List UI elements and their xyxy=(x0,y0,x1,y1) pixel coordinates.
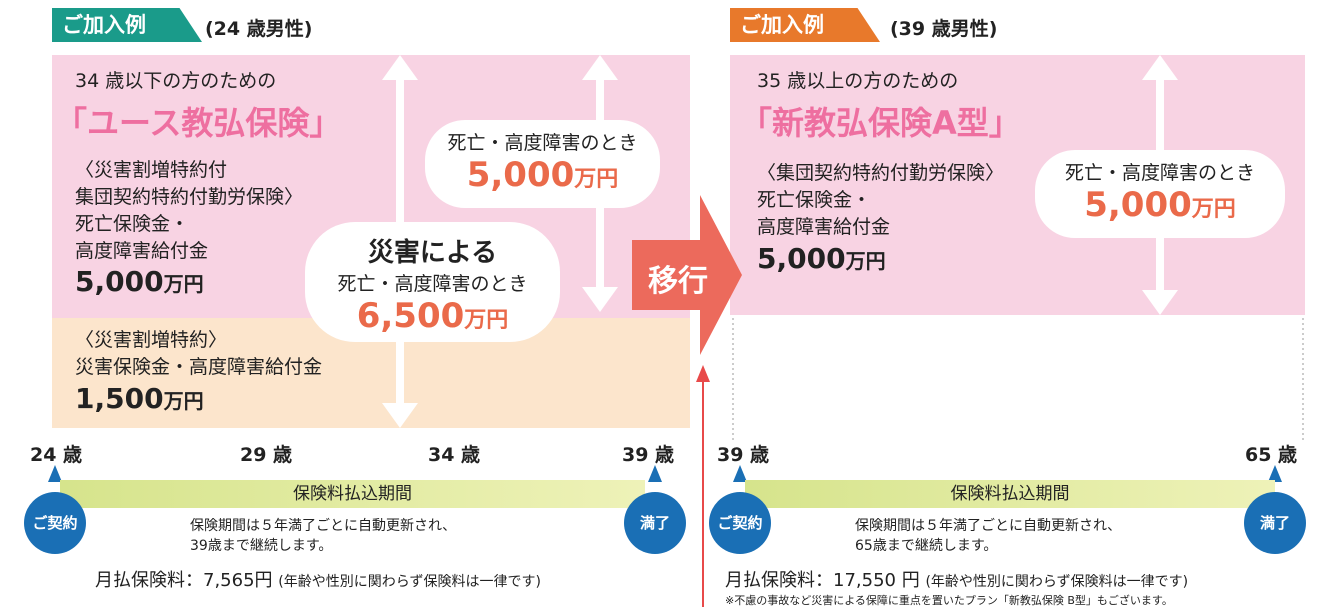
rider: 〈集団契約特約付勤労保険〉 xyxy=(757,162,1005,184)
age: 39 歳 xyxy=(717,444,770,466)
end-marker: 満了 xyxy=(624,492,686,554)
bubble: 死亡・高度障害のとき 5,000万円 xyxy=(1035,150,1285,238)
rider: 集団契約特約付勤労保険〉 xyxy=(75,186,304,208)
bubble-title: 災害による xyxy=(367,238,498,268)
bubble: 死亡・高度障害のとき 5,000万円 xyxy=(425,120,660,208)
amount-value: 6,500 xyxy=(356,296,465,336)
age: 65 歳 xyxy=(1245,444,1298,466)
benefit: 死亡保険金・ xyxy=(757,189,872,211)
benefit: 死亡保険金・ xyxy=(75,213,190,235)
product: 「新教弘保険A型」 xyxy=(740,104,1021,142)
benefit: 高度障害給付金 xyxy=(75,240,209,262)
benefit: 高度障害給付金 xyxy=(757,216,891,238)
rider: 〈災害割増特約〉 xyxy=(75,329,228,351)
note: 保険期間は５年満了ごとに自動更新され、 xyxy=(855,518,1122,534)
target: 34 歳以下の方のための xyxy=(75,70,277,92)
age: 39 歳 xyxy=(622,444,675,466)
bubble-label: 死亡・高度障害のとき xyxy=(1064,162,1255,184)
premium-value: 月払保険料：7,565円 xyxy=(95,570,273,591)
amount-value: 5,000 xyxy=(757,242,846,275)
bubble-label: 死亡・高度障害のとき xyxy=(337,273,528,295)
note: 保険期間は５年満了ごとに自動更新され、 xyxy=(190,518,457,534)
amount-value: 5,000 xyxy=(1084,185,1192,225)
amount-unit: 万円 xyxy=(464,308,509,333)
bubble-amount: 5,000万円 xyxy=(425,155,660,195)
premium-value: 月払保険料：17,550 円 xyxy=(725,570,920,591)
premium-note: (年齢や性別に関わらず保険料は一律です) xyxy=(925,574,1189,590)
rider: 〈災害割増特約付 xyxy=(75,159,228,181)
amount-value: 5,000 xyxy=(75,265,164,298)
period-bar: 保険料払込期間 xyxy=(60,480,645,508)
badge-note: (24 歳男性) xyxy=(205,18,313,40)
bubble: 災害による 死亡・高度障害のとき 6,500万円 xyxy=(305,222,560,342)
start-marker: ご契約 xyxy=(24,492,86,554)
amount-unit: 万円 xyxy=(845,249,886,273)
premium: 月払保険料：17,550 円 (年齢や性別に関わらず保険料は一律です) xyxy=(725,566,1188,592)
premium-note: (年齢や性別に関わらず保険料は一律です) xyxy=(278,574,541,590)
period-bar: 保険料払込期間 xyxy=(745,480,1275,508)
amount-unit: 万円 xyxy=(163,272,204,296)
bubble-amount: 5,000万円 xyxy=(1035,185,1285,225)
start-marker: ご契約 xyxy=(709,492,771,554)
age: 34 歳 xyxy=(428,444,481,466)
badge: ご加入例 xyxy=(52,8,202,42)
age: 29 歳 xyxy=(240,444,293,466)
end-marker: 満了 xyxy=(1244,492,1306,554)
amount-unit: 万円 xyxy=(163,389,204,413)
amount: 1,500万円 xyxy=(75,382,204,415)
badge-note: (39 歳男性) xyxy=(890,18,998,40)
benefit: 災害保険金・高度障害給付金 xyxy=(75,356,323,378)
badge: ご加入例 xyxy=(730,8,880,42)
amount-unit: 万円 xyxy=(1191,197,1236,222)
note: 65歳まで継続します。 xyxy=(855,538,998,554)
footnote: ※不慮の事故など災害による保障に重点を置いたプラン「新教弘保険 B型」もございま… xyxy=(725,594,1173,607)
amount: 5,000万円 xyxy=(75,265,204,298)
age: 24 歳 xyxy=(30,444,83,466)
note: 39歳まで継続します。 xyxy=(190,538,333,554)
target: 35 歳以上の方のための xyxy=(757,70,959,92)
bubble-amount: 6,500万円 xyxy=(305,296,560,336)
product: 「ユース教弘保険」 xyxy=(55,104,342,142)
amount-value: 1,500 xyxy=(75,382,164,415)
amount: 5,000万円 xyxy=(757,242,886,275)
amount-unit: 万円 xyxy=(574,167,619,192)
bubble-label: 死亡・高度障害のとき xyxy=(447,132,638,154)
premium: 月払保険料：7,565円 (年齢や性別に関わらず保険料は一律です) xyxy=(95,566,541,592)
transition-label: 移行 xyxy=(648,264,708,299)
amount-value: 5,000 xyxy=(466,155,575,195)
